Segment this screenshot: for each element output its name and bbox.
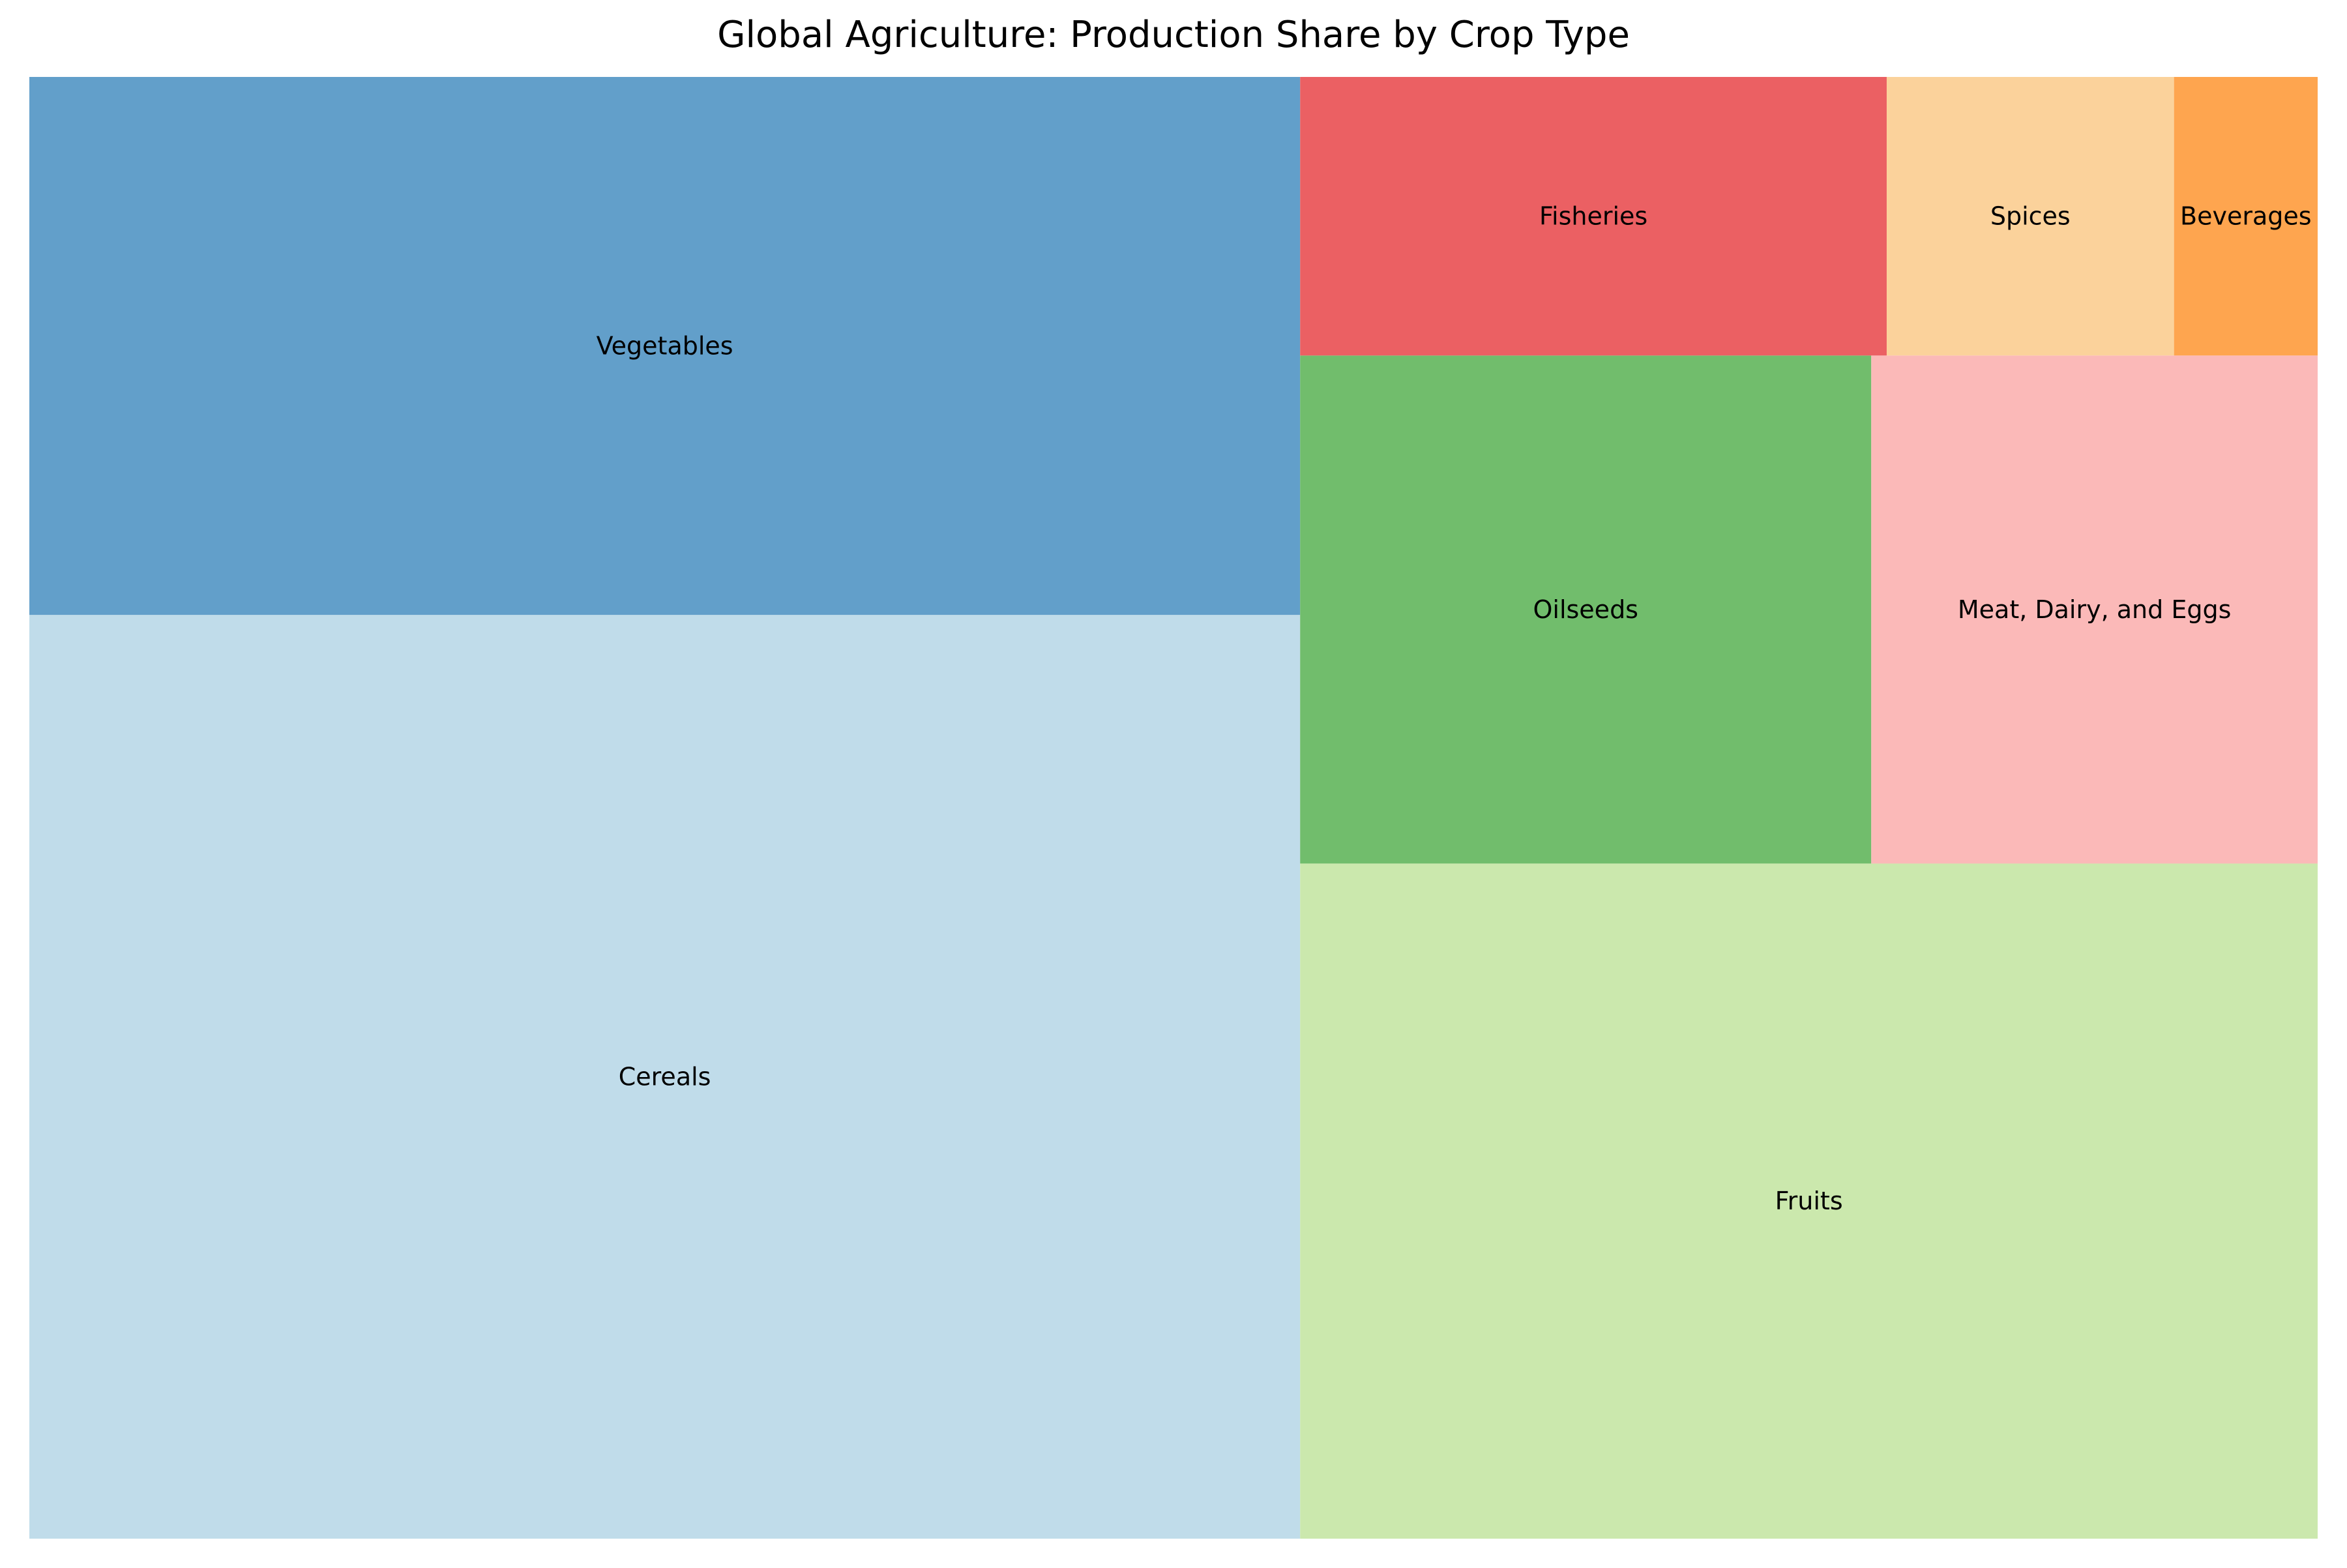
tile-meat-dairy-and-eggs xyxy=(1871,355,2318,864)
tile-vegetables xyxy=(29,77,1301,615)
tile-fruits xyxy=(1300,863,2318,1539)
tile-spices xyxy=(1886,77,2174,356)
tile-label-fisheries: Fisheries xyxy=(1539,202,1647,231)
tile-fisheries xyxy=(1300,77,1887,356)
treemap-tiles xyxy=(29,77,2318,1539)
tile-label-vegetables: Vegetables xyxy=(597,332,733,361)
tile-cereals xyxy=(29,615,1301,1539)
tile-beverages xyxy=(2174,77,2318,356)
chart-title: Global Agriculture: Production Share by … xyxy=(717,14,1630,56)
tile-oilseeds xyxy=(1300,355,1872,864)
tile-label-spices: Spices xyxy=(1990,202,2071,231)
tile-label-beverages: Beverages xyxy=(2180,202,2312,231)
tile-label-fruits: Fruits xyxy=(1775,1187,1843,1215)
tile-label-cereals: Cereals xyxy=(619,1063,711,1091)
tile-label-meat-dairy-and-eggs: Meat, Dairy, and Eggs xyxy=(1958,595,2232,624)
tile-label-oilseeds: Oilseeds xyxy=(1533,595,1638,624)
treemap-labels: Cereals Vegetables Fruits Oilseeds Meat, Dai… xyxy=(597,202,2312,1216)
